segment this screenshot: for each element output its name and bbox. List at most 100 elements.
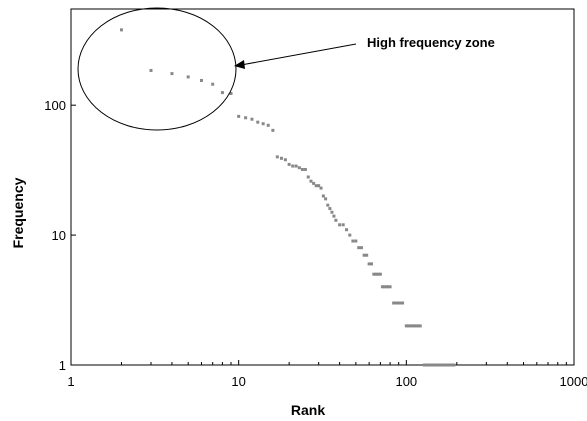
y-tick-label: 100 [44,98,66,113]
data-point [250,117,254,121]
y-tick-label: 1 [59,358,66,373]
data-point [306,175,310,179]
annotation-arrowhead [234,60,245,69]
data-point [149,68,153,72]
x-tick-label: 10 [231,374,245,389]
data-point [380,285,384,289]
data-point [382,285,386,289]
data-point [449,363,453,367]
data-point [303,167,307,171]
data-point [392,301,396,305]
data-point [211,82,215,86]
data-point [411,324,415,328]
data-point [229,92,233,96]
data-point [330,210,334,214]
data-point [328,207,332,211]
data-point [317,184,321,188]
data-point [324,197,328,201]
data-point [388,285,392,289]
data-point [370,262,374,266]
data-point [395,301,399,305]
data-point [416,324,420,328]
data-point [450,363,454,367]
data-point [326,203,330,207]
data-point [321,194,325,198]
data-point [384,285,388,289]
data-point [427,363,431,367]
data-point [271,128,275,132]
data-point [341,223,345,227]
data-point [439,363,443,367]
data-point [119,28,123,32]
data-point [374,272,378,276]
data-point [365,253,369,257]
data-point [376,272,380,276]
data-point [359,246,363,250]
data-point [409,324,413,328]
data-point [300,167,304,171]
data-point [199,78,203,82]
data-point [362,253,366,257]
x-tick-label: 100 [395,374,417,389]
data-point [312,181,316,185]
y-axis-title: Frequency [10,177,26,248]
data-point [431,363,435,367]
data-point [291,164,295,168]
x-tick-label: 1000 [560,374,587,389]
data-point [244,116,248,120]
data-point [338,223,342,227]
data-point [429,363,433,367]
data-point [442,363,446,367]
data-point [386,285,390,289]
annotation-label: High frequency zone [367,35,495,50]
data-point [413,324,417,328]
data-point [406,324,410,328]
data-point [440,363,444,367]
x-axis-title: Rank [291,402,325,418]
data-point [348,233,352,237]
data-point [237,114,241,118]
data-point [314,184,318,188]
data-point [294,164,298,168]
data-point [367,262,371,266]
data-point [287,162,291,166]
data-point [401,301,405,305]
data-point [170,72,174,76]
data-point [425,363,429,367]
data-point [345,228,349,232]
data-point [444,363,448,367]
data-point [256,120,260,124]
data-point [415,324,419,328]
data-point [334,218,338,222]
data-point [445,363,449,367]
data-point [393,301,397,305]
data-point [397,301,401,305]
data-point [437,363,441,367]
x-axis: 1 10 100 1000 [67,360,587,389]
data-point [351,239,355,243]
data-point [261,122,265,126]
annotation-arrow [240,43,357,66]
x-tick-label: 1 [67,374,74,389]
y-tick-label: 10 [52,228,66,243]
data-point [433,363,437,367]
data-point [404,324,408,328]
data-point [357,246,361,250]
data-point [422,363,426,367]
data-point [378,272,382,276]
data-point [266,123,270,127]
data-point [297,166,301,170]
high-frequency-zone-ellipse [77,7,237,131]
data-point [220,91,224,95]
data-point [354,239,358,243]
data-point [275,155,279,159]
data-point [435,363,439,367]
data-point [332,214,336,218]
data-point [279,156,283,160]
data-point [319,186,323,190]
data-point [372,272,376,276]
data-point [418,324,422,328]
data-point [447,363,451,367]
data-points [119,28,456,367]
data-point [398,301,402,305]
